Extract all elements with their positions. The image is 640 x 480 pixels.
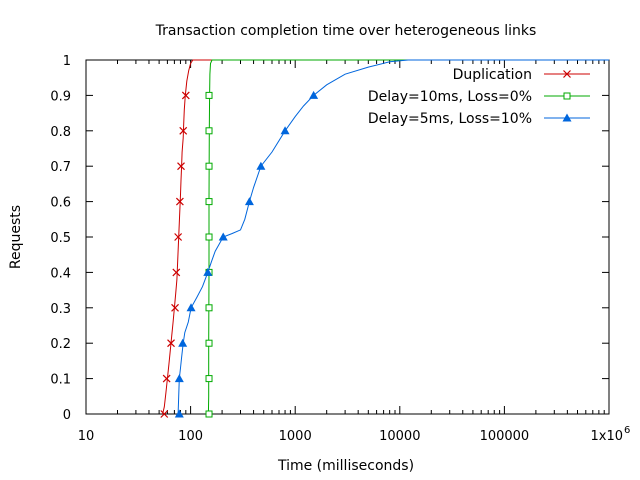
legend-swatch-marker — [562, 113, 572, 122]
y-tick-label: 0.3 — [50, 302, 71, 317]
x-tick-label: 10 — [78, 429, 95, 444]
y-axis-ticks: 0 0.1 0.2 0.3 0.4 0.5 0.6 0.7 0.8 0.9 1 — [50, 54, 609, 423]
series-point-stroke — [177, 162, 185, 171]
y-axis-title: Requests — [8, 205, 24, 269]
series-point — [205, 304, 213, 312]
legend: Duplication Delay=10ms, Loss=0% Delay=5ms,… — [368, 67, 590, 127]
series-point-stroke — [174, 233, 183, 241]
x-tick-label: 10000 — [379, 429, 420, 444]
series-point — [179, 126, 188, 135]
series-point — [174, 374, 184, 383]
legend-swatch-marker — [563, 70, 571, 78]
series-point-stroke — [160, 410, 169, 418]
series-point — [205, 339, 213, 347]
series-line — [162, 59, 609, 415]
y-tick-label: 0.8 — [50, 125, 71, 140]
x-axis-ticks: 10 100 1000 10000 100000 1x10 6 — [78, 60, 630, 444]
series-point-stroke — [167, 339, 175, 348]
series-point — [172, 268, 181, 277]
series-point-stroke — [171, 303, 179, 312]
y-tick-label: 0.1 — [50, 373, 71, 388]
series-point — [178, 338, 188, 347]
series-point — [174, 409, 184, 418]
y-tick-label: 0.5 — [50, 231, 71, 246]
y-tick-label: 0.4 — [50, 266, 71, 281]
series-point — [167, 339, 175, 348]
y-tick-label: 0.7 — [50, 160, 71, 175]
series-point — [177, 162, 185, 171]
series-point — [203, 267, 213, 276]
series-point — [256, 161, 266, 170]
series-point — [205, 127, 213, 135]
series-point — [175, 197, 184, 206]
chart-title: Transaction completion time over heterog… — [155, 23, 537, 39]
series-point-stroke — [172, 268, 181, 277]
series-point — [186, 303, 196, 312]
x-tick-exponent: 6 — [624, 425, 630, 436]
series-point — [205, 198, 213, 206]
series-0 — [160, 59, 609, 418]
series-point — [171, 303, 179, 312]
x-tick-label: 100000 — [480, 429, 530, 444]
series-layer — [160, 59, 609, 418]
x-tick-label: 100 — [178, 429, 203, 444]
y-tick-label: 0.2 — [50, 337, 71, 352]
series-point — [205, 233, 213, 241]
legend-swatch-marker-stroke — [563, 70, 571, 78]
y-tick-label: 0.6 — [50, 196, 71, 211]
series-point — [218, 232, 228, 241]
series-point — [205, 91, 213, 99]
legend-label: Delay=10ms, Loss=0% — [368, 89, 532, 105]
series-point — [181, 91, 190, 100]
series-point — [160, 410, 169, 418]
x-tick-label: 1x10 — [590, 429, 623, 444]
series-point-stroke — [181, 91, 190, 100]
series-point-stroke — [179, 126, 188, 135]
x-axis-title: Time (milliseconds) — [277, 458, 414, 474]
series-point — [205, 375, 213, 383]
series-1 — [205, 59, 609, 418]
series-point-stroke — [162, 374, 171, 383]
legend-label: Delay=5ms, Loss=10% — [368, 111, 532, 127]
y-tick-label: 1 — [63, 54, 71, 69]
series-2 — [174, 59, 609, 418]
series-point — [205, 162, 213, 170]
series-point-stroke — [175, 197, 184, 206]
series-point — [309, 90, 319, 99]
series-point — [162, 374, 171, 383]
x-tick-label: 1000 — [279, 429, 312, 444]
series-point — [174, 233, 183, 241]
series-point — [280, 126, 290, 135]
y-tick-label: 0 — [63, 408, 71, 423]
series-point — [244, 197, 254, 206]
legend-swatch-marker — [563, 92, 571, 100]
series-point — [205, 410, 213, 418]
legend-label: Duplication — [453, 67, 532, 83]
y-tick-label: 0.9 — [50, 89, 71, 104]
